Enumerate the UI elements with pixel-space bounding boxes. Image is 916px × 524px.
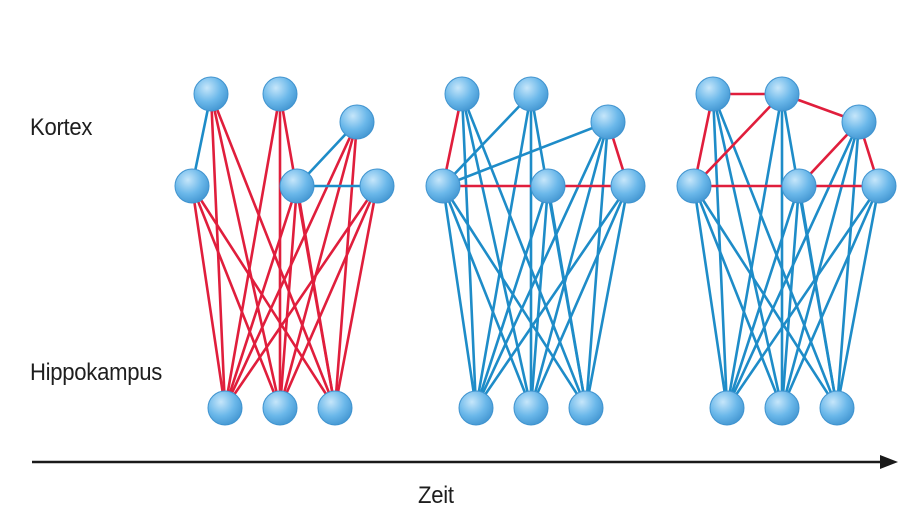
hippocampus-neuron <box>207 390 243 426</box>
hippo-cortex-edge <box>835 184 881 410</box>
cortex-neuron <box>764 76 800 112</box>
hippocampus-neuron <box>458 390 494 426</box>
cortex-neuron <box>861 168 897 204</box>
hippo-cortex-edge <box>692 184 839 410</box>
hippo-cortex-edge <box>529 184 550 410</box>
hippo-cortex-edge <box>223 184 379 410</box>
hippo-cortex-edge <box>333 120 359 410</box>
time-axis <box>32 455 898 469</box>
hippo-cortex-edge <box>278 184 299 410</box>
cortex-neuron <box>590 104 626 140</box>
hippocampus-neuron <box>513 390 549 426</box>
hippo-cortex-edge <box>529 120 610 410</box>
panel-stage-3-nodes <box>676 76 897 426</box>
hippocampus-label: Hippokampus <box>30 359 162 386</box>
hippocampus-neuron <box>709 390 745 426</box>
panel-stage-3 <box>692 92 881 410</box>
panel-stage-2-nodes <box>425 76 646 426</box>
panel-stage-2 <box>441 92 630 410</box>
cortex-neuron <box>513 76 549 112</box>
hippo-cortex-edge <box>441 184 588 410</box>
hippo-cortex-edge <box>209 92 337 410</box>
hippo-cortex-edge <box>441 184 478 410</box>
hippo-cortex-edge <box>835 120 861 410</box>
hippo-cortex-edge <box>780 120 861 410</box>
hippo-cortex-edge <box>460 92 533 410</box>
cortex-neuron <box>695 76 731 112</box>
hippocampus-neuron <box>568 390 604 426</box>
hippo-cortex-edge <box>278 120 359 410</box>
time-label: Zeit <box>418 482 454 509</box>
cortex-edge <box>441 120 610 188</box>
hippo-cortex-edge <box>278 184 379 410</box>
edges-layer <box>190 92 881 410</box>
cortex-label: Kortex <box>30 114 93 141</box>
cortex-neuron <box>262 76 298 112</box>
hippo-cortex-edge <box>692 184 784 410</box>
hippo-cortex-edge <box>223 92 282 410</box>
hippo-cortex-edge <box>209 92 282 410</box>
cortex-edge <box>441 92 533 188</box>
cortex-neuron <box>676 168 712 204</box>
hippocampus-neuron <box>262 390 298 426</box>
cortex-neuron <box>781 168 817 204</box>
panel-stage-1-nodes <box>174 76 395 426</box>
hippo-cortex-edge <box>474 184 630 410</box>
cortex-neuron <box>193 76 229 112</box>
hippo-cortex-edge <box>780 184 801 410</box>
hippo-cortex-edge <box>546 184 588 410</box>
hippocampus-neuron <box>819 390 855 426</box>
cortex-neuron <box>339 104 375 140</box>
cortex-neuron <box>279 168 315 204</box>
hippo-cortex-edge <box>725 184 881 410</box>
cortex-neuron <box>444 76 480 112</box>
cortex-edge <box>692 92 784 188</box>
hippo-cortex-edge <box>295 184 337 410</box>
hippo-cortex-edge <box>711 92 784 410</box>
cortex-neuron <box>610 168 646 204</box>
cortex-neuron <box>530 168 566 204</box>
hippo-cortex-edge <box>584 184 630 410</box>
hippo-cortex-edge <box>190 184 337 410</box>
time-axis-arrowhead <box>880 455 898 469</box>
hippo-cortex-edge <box>441 184 533 410</box>
hippo-cortex-edge <box>223 184 299 410</box>
hippo-cortex-edge <box>725 184 801 410</box>
hippocampus-neuron <box>764 390 800 426</box>
hippo-cortex-edge <box>725 92 784 410</box>
hippo-cortex-edge <box>474 92 533 410</box>
hippo-cortex-edge <box>529 184 630 410</box>
hippo-cortex-edge <box>584 120 610 410</box>
hippo-cortex-edge <box>797 184 839 410</box>
hippo-cortex-edge <box>333 184 379 410</box>
nodes-layer <box>174 76 897 426</box>
hippo-cortex-edge <box>190 184 227 410</box>
hippo-cortex-edge <box>780 184 881 410</box>
panel-stage-1 <box>190 92 379 410</box>
hippo-cortex-edge <box>692 184 729 410</box>
cortex-neuron <box>359 168 395 204</box>
hippo-cortex-edge <box>190 184 282 410</box>
hippocampus-neuron <box>317 390 353 426</box>
cortex-neuron <box>841 104 877 140</box>
cortex-neuron <box>174 168 210 204</box>
cortex-neuron <box>425 168 461 204</box>
hippo-cortex-edge <box>474 184 550 410</box>
